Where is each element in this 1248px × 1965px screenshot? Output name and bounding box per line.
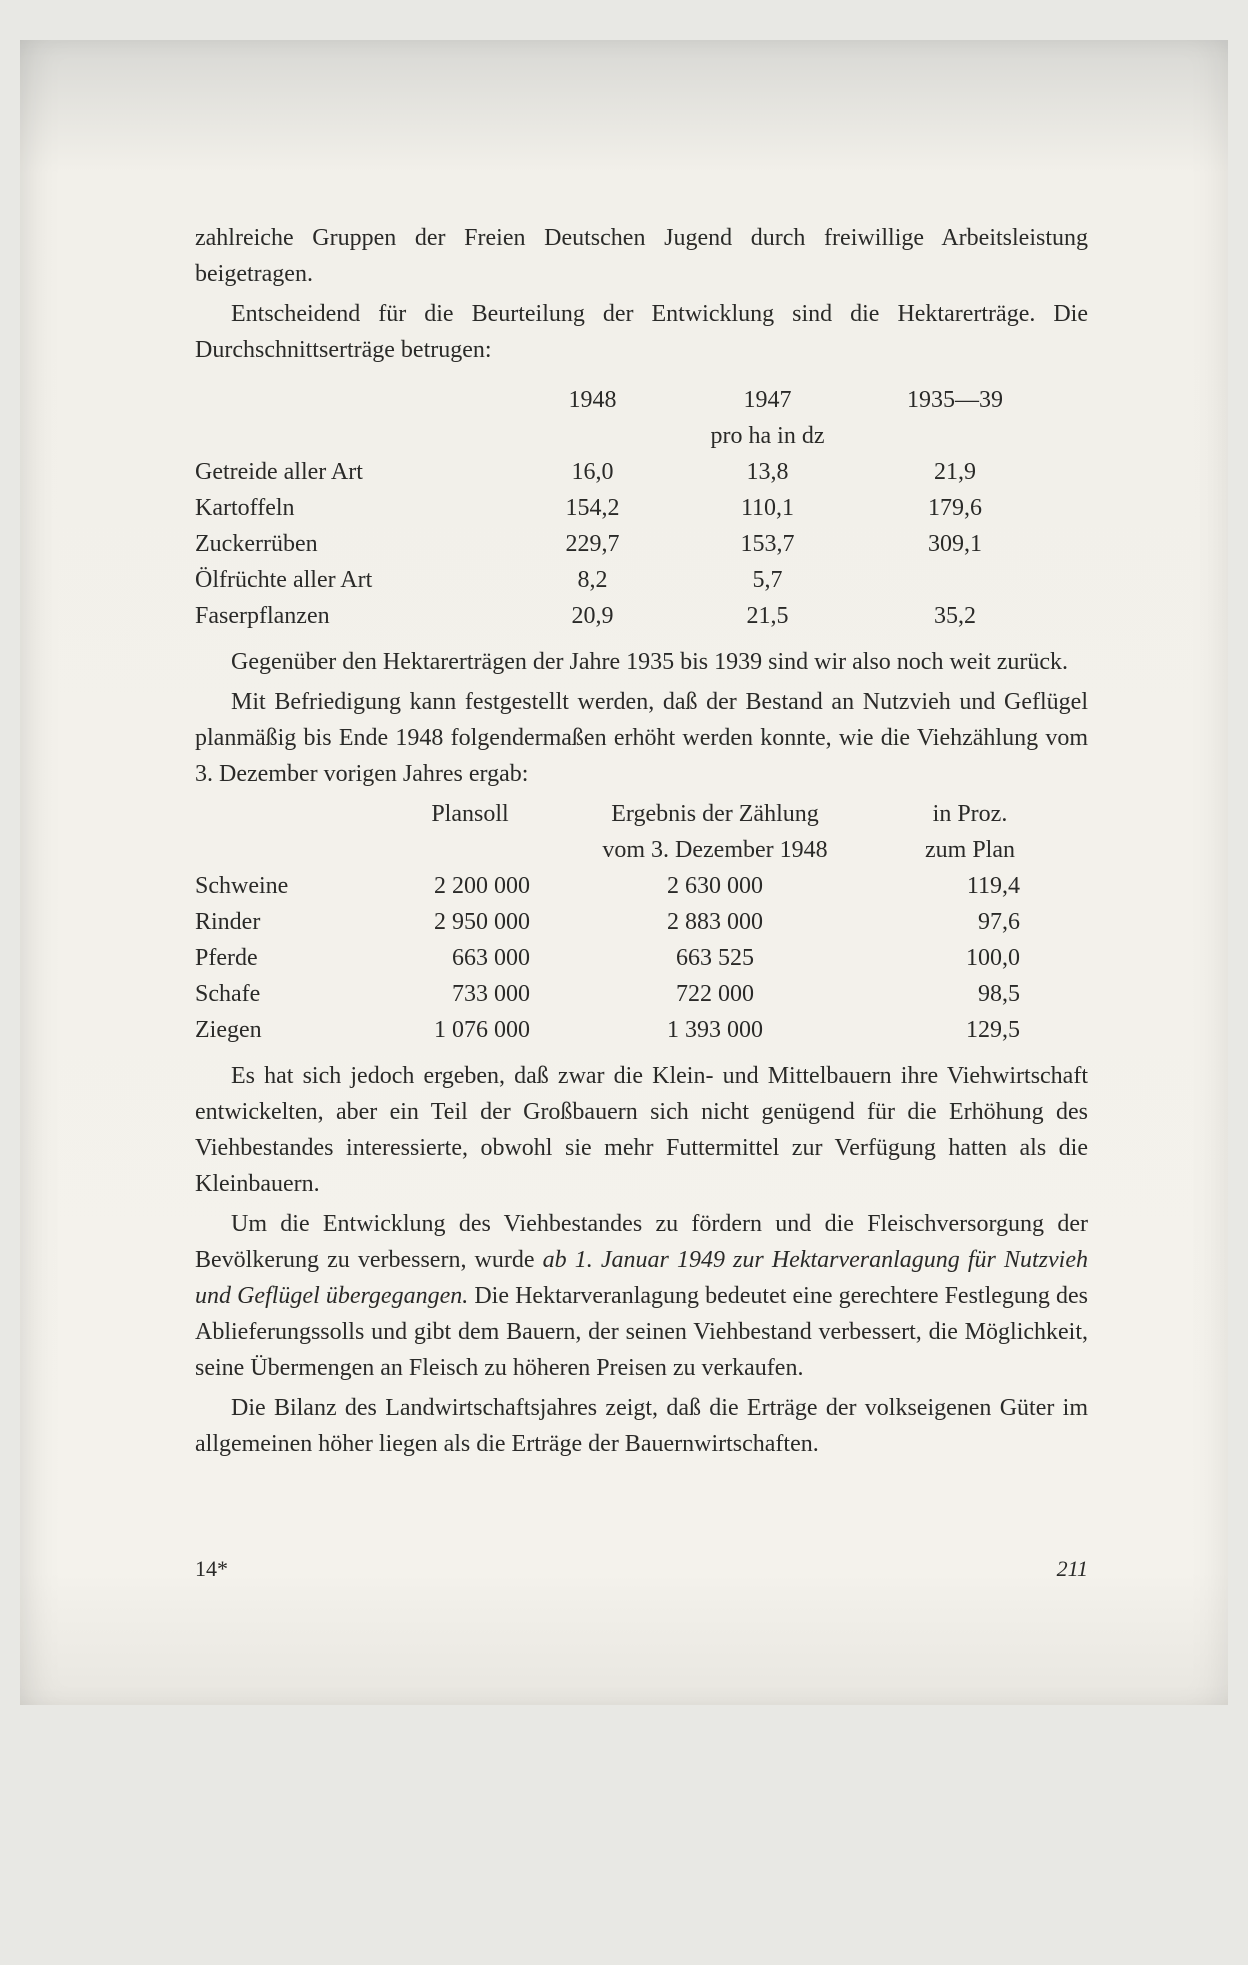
table1-cell: 154,2 xyxy=(505,490,680,526)
table2-cell: 722 000 xyxy=(550,976,880,1012)
table1-cell: 153,7 xyxy=(680,526,855,562)
table1-label-zuckerrueben: Zuckerrüben xyxy=(195,526,505,562)
table-row: Schafe 733 000 722 000 98,5 xyxy=(195,976,1088,1012)
table2-cell: 1 076 000 xyxy=(390,1012,550,1048)
table-row: Pferde 663 000 663 525 100,0 xyxy=(195,940,1088,976)
table2-cell: 2 630 000 xyxy=(550,868,880,904)
table1-label-faserpflanzen: Faserpflanzen xyxy=(195,598,505,634)
table2-cell: 98,5 xyxy=(880,976,1060,1012)
table1-cell: 21,5 xyxy=(680,598,855,634)
table2-col-ergebnis: Ergebnis der Zählung xyxy=(550,796,880,832)
table2-cell: 2 950 000 xyxy=(390,904,550,940)
table1-cell: 20,9 xyxy=(505,598,680,634)
table1-cell: 16,0 xyxy=(505,454,680,490)
table1-cell: 13,8 xyxy=(680,454,855,490)
livestock-census-table: Plansoll Ergebnis der Zählung in Proz. v… xyxy=(195,796,1088,1048)
paragraph-6: Um die Entwicklung des Viehbestandes zu … xyxy=(195,1206,1088,1386)
table2-cell: 119,4 xyxy=(880,868,1060,904)
page-number: 211 xyxy=(1057,1552,1088,1585)
table2-label-pferde: Pferde xyxy=(195,940,390,976)
table1-cell xyxy=(855,562,1055,598)
table1-label-kartoffeln: Kartoffeln xyxy=(195,490,505,526)
table2-cell: 663 000 xyxy=(390,940,550,976)
table2-col-proz: in Proz. xyxy=(880,796,1060,832)
paragraph-4: Mit Befriedigung kann festgestellt werde… xyxy=(195,684,1088,792)
table1-cell: 8,2 xyxy=(505,562,680,598)
table1-col-1935-39: 1935—39 xyxy=(855,382,1055,418)
document-page: zahlreiche Gruppen der Freien Deutschen … xyxy=(20,40,1228,1705)
table1-cell: 229,7 xyxy=(505,526,680,562)
table2-cell: 1 393 000 xyxy=(550,1012,880,1048)
table1-cell: 5,7 xyxy=(680,562,855,598)
table2-label-rinder: Rinder xyxy=(195,904,390,940)
table-row: Zuckerrüben 229,7 153,7 309,1 xyxy=(195,526,1088,562)
table1-cell: 179,6 xyxy=(855,490,1055,526)
table2-col-plansoll: Plansoll xyxy=(390,796,550,832)
paragraph-1: zahlreiche Gruppen der Freien Deutschen … xyxy=(195,220,1088,292)
table1-cell: 35,2 xyxy=(855,598,1055,634)
table1-cell: 110,1 xyxy=(680,490,855,526)
table2-cell: 2 883 000 xyxy=(550,904,880,940)
table-row: Faserpflanzen 20,9 21,5 35,2 xyxy=(195,598,1088,634)
table2-label-ziegen: Ziegen xyxy=(195,1012,390,1048)
table1-col-1948: 1948 xyxy=(505,382,680,418)
table1-cell: 309,1 xyxy=(855,526,1055,562)
table-row: Kartoffeln 154,2 110,1 179,6 xyxy=(195,490,1088,526)
table1-col-1947: 1947 xyxy=(680,382,855,418)
paragraph-3: Gegenüber den Hektarerträgen der Jahre 1… xyxy=(195,644,1088,680)
table2-label-schweine: Schweine xyxy=(195,868,390,904)
table2-header-2: vom 3. Dezember 1948 zum Plan xyxy=(195,832,1088,868)
paragraph-5: Es hat sich jedoch ergeben, daß zwar die… xyxy=(195,1058,1088,1202)
page-footer: 14* 211 xyxy=(195,1552,1088,1585)
table1-subheader: pro ha in dz xyxy=(505,418,1030,454)
table2-cell: 129,5 xyxy=(880,1012,1060,1048)
table-row: Schweine 2 200 000 2 630 000 119,4 xyxy=(195,868,1088,904)
table-row: Rinder 2 950 000 2 883 000 97,6 xyxy=(195,904,1088,940)
table2-col-zumplan: zum Plan xyxy=(880,832,1060,868)
table2-cell: 100,0 xyxy=(880,940,1060,976)
table2-cell: 663 525 xyxy=(550,940,880,976)
table1-cell: 21,9 xyxy=(855,454,1055,490)
signature-mark: 14* xyxy=(195,1552,228,1585)
table2-label-schafe: Schafe xyxy=(195,976,390,1012)
table1-header: 1948 1947 1935—39 xyxy=(195,382,1088,418)
table2-header-1: Plansoll Ergebnis der Zählung in Proz. xyxy=(195,796,1088,832)
table-row: Ziegen 1 076 000 1 393 000 129,5 xyxy=(195,1012,1088,1048)
paragraph-2: Entscheidend für die Beurteilung der Ent… xyxy=(195,296,1088,368)
table-row: Getreide aller Art 16,0 13,8 21,9 xyxy=(195,454,1088,490)
hectare-yields-table: 1948 1947 1935—39 pro ha in dz Getreide … xyxy=(195,382,1088,634)
table-row: Ölfrüchte aller Art 8,2 5,7 xyxy=(195,562,1088,598)
paragraph-7: Die Bilanz des Landwirtschaftsjahres zei… xyxy=(195,1390,1088,1462)
table2-col-date: vom 3. Dezember 1948 xyxy=(550,832,880,868)
table2-cell: 2 200 000 xyxy=(390,868,550,904)
table2-cell: 97,6 xyxy=(880,904,1060,940)
table1-label-getreide: Getreide aller Art xyxy=(195,454,505,490)
table1-label-oelfruechte: Ölfrüchte aller Art xyxy=(195,562,505,598)
table2-cell: 733 000 xyxy=(390,976,550,1012)
